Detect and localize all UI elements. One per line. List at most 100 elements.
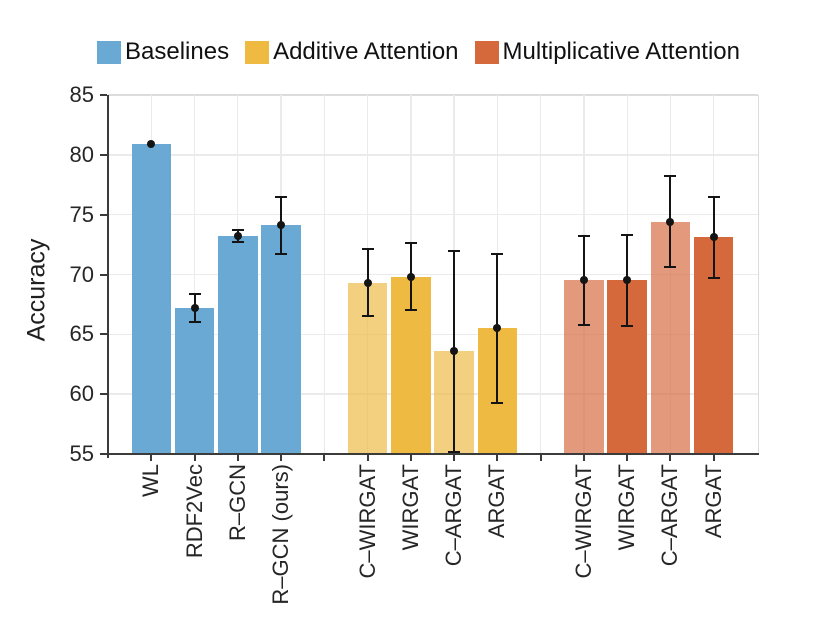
x-tick-label: C–ARGAT <box>441 464 467 567</box>
legend-item: Multiplicative Attention <box>474 38 740 66</box>
v-gridline <box>323 95 326 454</box>
mean-marker-dot <box>363 278 372 287</box>
legend-swatch-icon <box>245 40 270 64</box>
error-bar-cap-top <box>275 195 288 198</box>
y-tick-label: 65 <box>69 321 94 347</box>
x-tick-mark <box>453 454 456 461</box>
v-gridline <box>539 95 542 454</box>
chart-legend: Baselines Additive Attention Multiplicativ… <box>0 38 837 66</box>
top-spine <box>108 94 758 96</box>
legend-item-label: Baselines <box>125 38 230 65</box>
y-axis-label: Accuracy <box>22 238 51 342</box>
mean-marker-dot <box>406 272 415 281</box>
y-axis-line <box>107 95 109 458</box>
x-tick-mark <box>669 454 672 461</box>
mean-marker-dot <box>493 324 502 333</box>
y-tick-mark <box>100 153 107 156</box>
error-bar-cap-bottom <box>491 401 504 404</box>
x-tick-mark <box>236 454 239 461</box>
bar <box>261 225 301 454</box>
x-tick-label: C–WIRGAT <box>570 464 596 579</box>
h-gridline <box>108 333 758 336</box>
h-gridline <box>108 154 758 156</box>
y-tick-mark <box>100 393 107 396</box>
x-tick-label: R–GCN <box>224 464 250 542</box>
mean-marker-dot <box>709 233 718 242</box>
error-bar-cap-bottom <box>448 450 461 453</box>
error-bar-cap-bottom <box>577 323 590 326</box>
error-bar-cap-top <box>188 292 201 295</box>
y-tick-label: 75 <box>69 201 94 227</box>
legend-item: Baselines <box>97 38 229 66</box>
error-bar-cap-top <box>448 249 461 252</box>
mean-marker-dot <box>233 232 242 241</box>
error-bar-cap-bottom <box>707 277 720 280</box>
h-gridline <box>108 273 758 276</box>
y-tick-label: 85 <box>69 82 94 107</box>
error-bar-cap-bottom <box>621 324 634 327</box>
bar <box>218 236 258 454</box>
mean-marker-dot <box>277 221 286 230</box>
y-tick-label: 55 <box>69 441 94 466</box>
error-bar-cap-bottom <box>275 253 288 256</box>
x-tick-label: WIRGAT <box>397 464 423 551</box>
error-bar-cap-top <box>361 248 374 251</box>
legend-item-label: Additive Attention <box>273 38 459 65</box>
error-bar-cap-top <box>404 242 417 245</box>
mean-marker-dot <box>450 347 459 356</box>
y-tick-label: 60 <box>69 381 94 407</box>
h-gridline <box>108 213 758 216</box>
error-bar-cap-top <box>231 229 244 232</box>
y-tick-mark <box>100 333 107 336</box>
x-tick-mark <box>582 454 585 461</box>
y-tick-mark <box>100 453 107 455</box>
error-bar-cap-bottom <box>361 315 374 318</box>
v-gridline <box>193 95 196 454</box>
mean-marker-dot <box>623 276 632 285</box>
x-axis-line <box>107 453 759 455</box>
y-tick-mark <box>100 213 107 216</box>
x-tick-label: WIRGAT <box>614 464 640 551</box>
error-bar-cap-top <box>577 235 590 238</box>
x-tick-mark <box>539 454 542 461</box>
error-bar-cap-top <box>707 195 720 198</box>
error-bar-cap-bottom <box>188 321 201 324</box>
mean-marker-dot <box>147 140 156 149</box>
bar <box>131 144 172 454</box>
h-gridline <box>108 393 758 395</box>
error-bar-cap-top <box>664 175 677 178</box>
x-tick-mark <box>280 454 283 461</box>
y-tick-label: 70 <box>69 261 94 287</box>
x-tick-mark <box>366 454 369 461</box>
x-tick-mark <box>626 454 629 461</box>
x-tick-mark <box>193 454 196 461</box>
y-tick-mark <box>100 273 107 276</box>
y-tick-label: 80 <box>69 141 94 167</box>
legend-swatch-icon <box>474 40 499 64</box>
x-tick-mark <box>496 454 499 461</box>
plot-area <box>107 94 759 458</box>
x-tick-mark <box>712 454 715 461</box>
mean-marker-dot <box>666 217 675 226</box>
error-bar-cap-bottom <box>664 266 677 269</box>
x-tick-label: R–GCN (ours) <box>268 464 294 605</box>
x-tick-mark <box>409 454 412 461</box>
mean-marker-dot <box>579 276 588 285</box>
x-tick-mark <box>323 454 326 461</box>
error-bar-cap-bottom <box>231 241 244 244</box>
error-bar-cap-bottom <box>404 309 417 312</box>
x-tick-mark <box>150 454 153 461</box>
x-tick-label: C–ARGAT <box>657 464 683 567</box>
error-bar-cap-top <box>621 234 634 236</box>
error-bar-cap-top <box>491 253 504 256</box>
x-tick-label: RDF2Vec <box>181 464 207 559</box>
x-tick-label: WL <box>138 464 164 497</box>
x-tick-label: ARGAT <box>700 464 726 539</box>
right-spine <box>757 95 759 454</box>
x-tick-label: C–WIRGAT <box>354 464 380 579</box>
legend-item-label: Multiplicative Attention <box>502 38 740 65</box>
y-tick-mark <box>100 94 107 96</box>
legend-item: Additive Attention <box>245 38 459 66</box>
bar <box>174 308 215 454</box>
